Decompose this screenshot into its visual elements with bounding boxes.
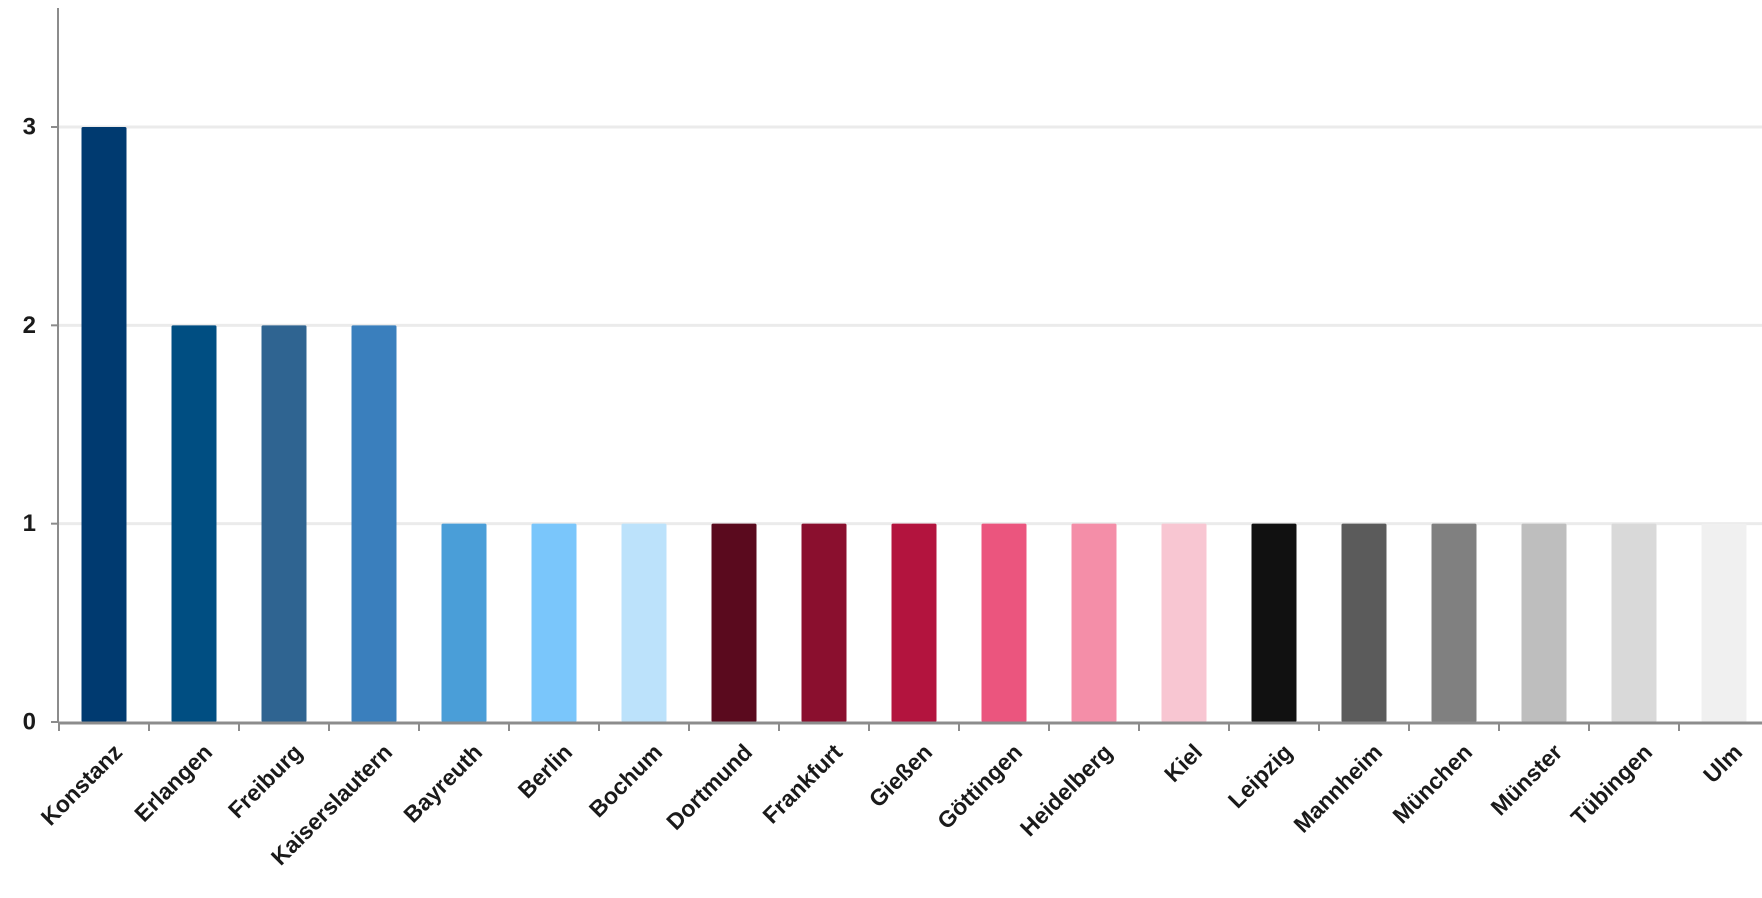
bar-leipzig (1251, 523, 1297, 722)
bar-bayreuth (441, 523, 487, 722)
y-tick-label: 3 (23, 114, 36, 141)
bar-kiel (1161, 523, 1207, 722)
bar-erlangen (171, 325, 217, 722)
y-tick-labels: 0 1 2 3 (23, 114, 36, 736)
x-tick-label: Kiel (1159, 739, 1207, 787)
x-tick-label: Leipzig (1223, 739, 1297, 813)
x-tick-label: Freiburg (223, 739, 307, 823)
x-tick-label: Heidelberg (1015, 739, 1117, 841)
bar-konstanz (81, 127, 127, 722)
bar-berlin (531, 523, 577, 722)
x-tick-label: Dortmund (661, 739, 757, 835)
x-tick-label: Konstanz (36, 739, 128, 831)
bar-gießen (891, 523, 937, 722)
gridlines (58, 125, 1762, 526)
axes (51, 8, 1762, 731)
bar-frankfurt (801, 523, 847, 722)
x-tick-label: Frankfurt (757, 739, 847, 829)
bar-freiburg (261, 325, 307, 722)
bar-bochum (621, 523, 667, 722)
bar-münster (1521, 523, 1567, 722)
x-tick-label: Gießen (864, 739, 938, 813)
x-tick-label: München (1387, 739, 1477, 829)
x-tick-label: Erlangen (129, 739, 217, 827)
bar-mannheim (1341, 523, 1387, 722)
bar-münchen (1431, 523, 1477, 722)
x-tick-label: Berlin (513, 739, 577, 803)
bar-tübingen (1611, 523, 1657, 722)
bar-kaiserslautern (351, 325, 397, 722)
x-tick-label: Münster (1486, 739, 1568, 821)
y-tick-label: 2 (23, 312, 36, 339)
bar-ulm (1701, 523, 1747, 722)
bars (81, 127, 1747, 722)
bar-dortmund (711, 523, 757, 722)
x-tick-label: Bayreuth (398, 739, 487, 828)
x-tick-label: Tübingen (1566, 739, 1658, 831)
bar-göttingen (981, 523, 1027, 722)
x-tick-label: Mannheim (1288, 739, 1387, 838)
bar-heidelberg (1071, 523, 1117, 722)
y-tick-label: 1 (23, 510, 36, 537)
x-tick-label: Göttingen (932, 739, 1027, 834)
x-tick-label: Ulm (1698, 739, 1747, 788)
x-tick-label: Bochum (584, 739, 667, 822)
y-tick-label: 0 (23, 709, 36, 736)
